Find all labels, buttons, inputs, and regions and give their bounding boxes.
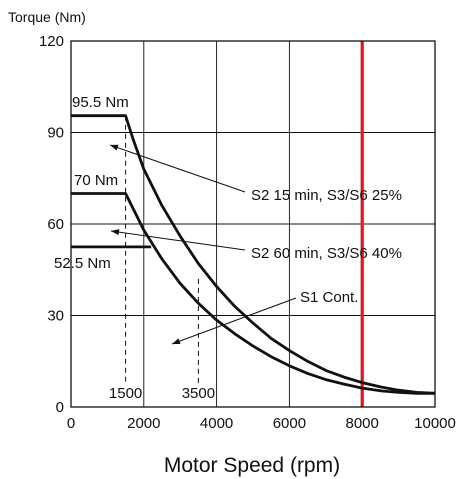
y-tick-0: 0 [56,399,64,416]
peak-label-1: 95.5 Nm [72,94,129,111]
leader-arrowhead-1 [110,144,119,151]
series-line-1 [71,114,436,395]
leader-arrowhead-3 [172,338,181,345]
leader-line-2 [110,230,246,251]
series-name-3: S1 Cont. [300,289,358,306]
series-line-2 [71,192,435,395]
series-name-1: S2 15 min, S3/S6 25% [251,187,402,204]
series-name-2: S2 60 min, S3/S6 40% [251,245,402,262]
y-tick-120: 120 [39,33,64,50]
x-tick-6000: 6000 [273,415,306,432]
y-axis-label: Torque (Nm) [8,9,86,25]
y-tick-60: 60 [47,216,64,233]
annotations: 95.5 Nm 70 Nm 52.5 Nm S2 15 min, S3/S6 25% S… [54,94,402,345]
leader-arrowhead-2 [111,229,120,236]
x-tick-8000: 8000 [346,415,379,432]
y-tick-90: 90 [47,125,64,142]
marker-lines: 1500 3500 [109,41,364,407]
marker-label-3500: 3500 [182,385,215,402]
x-axis-label: Motor Speed (rpm) [164,454,340,477]
x-tick-2000: 2000 [127,415,160,432]
series-group [71,114,436,395]
plot-frame [70,40,436,408]
peak-label-3: 52.5 Nm [54,255,111,272]
plot-border [70,40,436,408]
x-tick-4000: 4000 [200,415,233,432]
peak-label-2: 70 Nm [74,172,118,189]
y-tick-30: 30 [47,308,64,325]
x-tick-10000: 10000 [414,415,456,432]
leader-line-3 [171,297,297,345]
marker-label-1500: 1500 [109,385,142,402]
x-tick-0: 0 [67,415,75,432]
leader-line-1 [109,144,246,193]
tick-labels: 0 2000 4000 6000 8000 10000 0 30 60 90 120 [39,33,456,432]
